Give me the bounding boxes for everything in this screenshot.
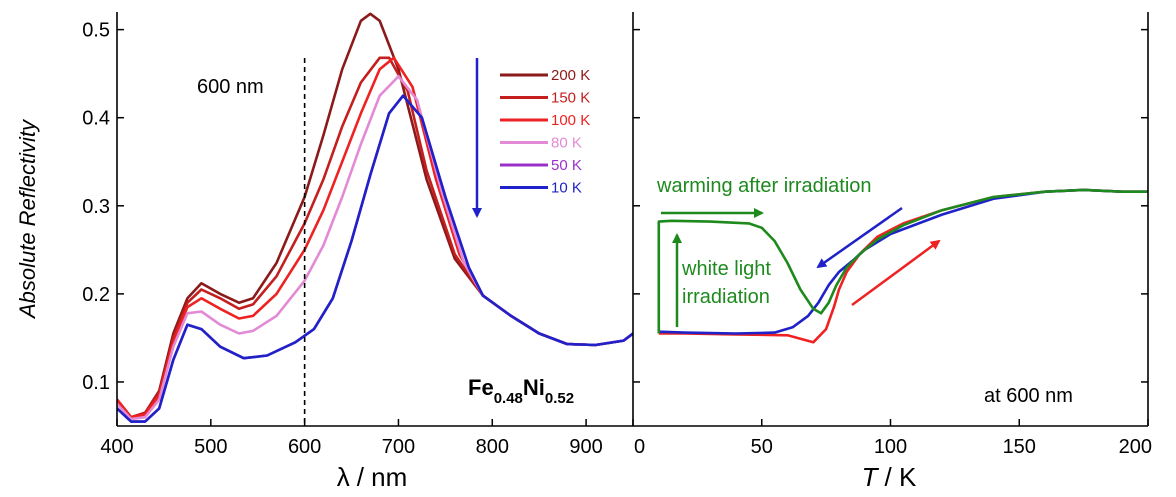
x-tick-label: 500 <box>194 436 227 458</box>
heating-arrow <box>851 239 941 307</box>
y-tick-label: 0.4 <box>82 108 110 130</box>
x-tick-label: 0 <box>634 436 645 458</box>
legend-label: 150 K <box>551 90 590 107</box>
spectrum-lines <box>117 12 633 423</box>
y-tick-label: 0.3 <box>82 196 110 218</box>
x-tick-label: 700 <box>382 436 415 458</box>
y-tick-label: 0.2 <box>82 284 110 306</box>
warming-label: warming after irradiation <box>656 175 872 197</box>
nm-unit: / nm <box>357 462 408 492</box>
x-tick-label: 50 <box>751 436 773 458</box>
formula-ni: Ni <box>523 375 545 400</box>
legend-label: 200 K <box>551 67 590 84</box>
temperature-ticks: 0 50 100 150 200 <box>632 419 1152 458</box>
cooling-arrow <box>816 206 903 269</box>
temperature-panel: 0 50 100 150 200 warming after irradiation w… <box>632 175 1152 458</box>
k-unit: / K <box>885 462 917 492</box>
lambda-symbol: λ <box>337 462 350 492</box>
y-axis-label: Absolute Reflectivity <box>15 118 40 320</box>
formula-fe-subscript: 0.48 <box>494 390 523 407</box>
spectrum-series-5 <box>117 94 633 423</box>
y-tick-label: 0.5 <box>82 20 110 42</box>
y-tick-label: 0.1 <box>82 372 110 394</box>
formula-fe: Fe <box>468 375 494 400</box>
x-tick-label: 800 <box>476 436 509 458</box>
temperature-series-2 <box>657 188 1148 334</box>
legend-label: 10 K <box>551 180 582 197</box>
legend-label: 100 K <box>551 112 590 129</box>
x-tick-label: 100 <box>874 436 907 458</box>
x-tick-label: 600 <box>288 436 321 458</box>
legend: 200 K 150 K 100 K 80 K 50 K 10 K <box>500 67 590 197</box>
legend-label: 80 K <box>551 135 582 152</box>
vertical-marker-label: 600 nm <box>197 76 264 98</box>
x-tick-label: 150 <box>1003 436 1036 458</box>
temperature-lines <box>657 188 1148 344</box>
sample-formula: Fe0.48Ni0.52 <box>468 375 574 407</box>
wavelength-annotation: at 600 nm <box>984 385 1073 407</box>
x-axis-label-wavelength: λ / nm <box>337 462 408 492</box>
x-tick-label: 200 <box>1119 436 1152 458</box>
x-tick-label: 400 <box>100 436 133 458</box>
legend-label: 50 K <box>551 157 582 174</box>
white-light-label-1: white light <box>681 258 771 280</box>
formula-ni-subscript: 0.52 <box>545 390 574 407</box>
x-tick-label: 900 <box>569 436 602 458</box>
white-light-label-2: irradiation <box>682 286 770 308</box>
x-axis-label-temperature: T / K <box>862 462 917 492</box>
t-symbol: T <box>862 462 880 492</box>
